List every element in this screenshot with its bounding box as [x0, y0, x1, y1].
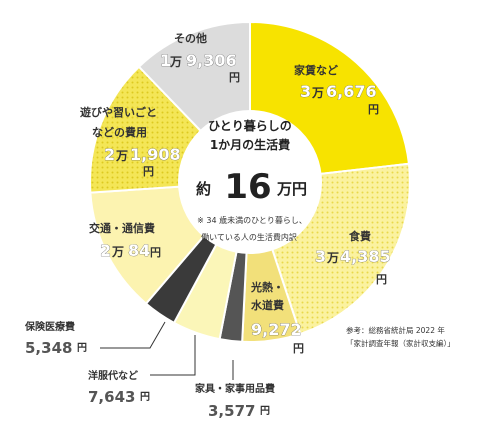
value-other-man-num: 1: [160, 51, 171, 70]
value-hobby-man-unit: 万: [115, 149, 128, 163]
value-utility: 9,272: [251, 320, 302, 339]
value-rent-rest: 6,676: [326, 82, 377, 101]
label-clothes: 洋服代など: [88, 369, 138, 382]
value-other-yen: 円: [229, 71, 240, 84]
label-hobby-2: などの費用: [92, 125, 147, 139]
label-utility-2: 水道費: [251, 298, 284, 312]
value-food-man-unit: 万: [326, 251, 339, 265]
source-line1: 参考：総務省統計局 2022 年: [346, 326, 445, 335]
value-clothes-yen: 円: [140, 391, 150, 403]
value-hobby-yen: 円: [143, 165, 154, 178]
value-food-rest: 4,385: [340, 247, 391, 266]
value-furniture-yen: 円: [260, 405, 270, 417]
label-insurance: 保険医療費: [24, 320, 75, 333]
center-approx: 約: [196, 180, 211, 198]
center-note-line2: 働いている人の生活費内訳: [201, 232, 297, 242]
value-insurance-yen: 円: [77, 342, 87, 354]
label-hobby-1: 遊びや習いごと: [80, 105, 157, 119]
label-furniture: 家具・家事用品費: [195, 382, 275, 395]
leader-clothes: [150, 335, 196, 376]
source-note: 参考：総務省統計局 2022 年 「家計調査年報（家計収支編）」: [346, 324, 481, 350]
value-rent-yen: 円: [368, 103, 379, 116]
value-utility-yen: 円: [293, 342, 304, 355]
center-note-line1: ※ 34 歳未満のひとり暮らし、: [197, 215, 307, 225]
value-transport-man-unit: 万: [111, 245, 124, 259]
label-rent: 家賃など: [294, 63, 338, 77]
value-transport-yen: 円: [150, 246, 161, 259]
label-utility-1: 光熱・: [250, 280, 284, 294]
value-food-man-num: 3: [315, 247, 326, 266]
value-other-rest: 9,306: [186, 51, 237, 70]
value-transport-man-num: 2: [100, 241, 111, 260]
value-hobby-rest: 1,908: [130, 145, 181, 164]
label-other: その他: [174, 31, 207, 45]
center-line1: ひとり暮らしの: [208, 118, 292, 133]
leader-insurance: [100, 321, 166, 349]
value-furniture: 3,577: [208, 402, 255, 420]
value-insurance: 5,348: [25, 339, 72, 357]
donut-hole: [178, 110, 322, 254]
source-line2: 「家計調査年報（家計収支編）」: [346, 339, 455, 348]
label-food: 食費: [349, 229, 371, 243]
value-hobby-man-num: 2: [104, 145, 115, 164]
center-unit: 万円: [276, 180, 307, 198]
center-line2: 1か月の生活費: [210, 137, 290, 152]
center-amount: 16: [224, 167, 271, 207]
label-transport: 交通・通信費: [89, 221, 155, 235]
value-other-man-unit: 万: [169, 55, 182, 69]
value-transport-rest: 84: [128, 241, 150, 260]
value-rent-man-num: 3: [300, 82, 311, 101]
value-clothes: 7,643: [88, 388, 135, 406]
value-food-yen: 円: [376, 273, 387, 286]
value-rent-man-unit: 万: [311, 86, 324, 100]
